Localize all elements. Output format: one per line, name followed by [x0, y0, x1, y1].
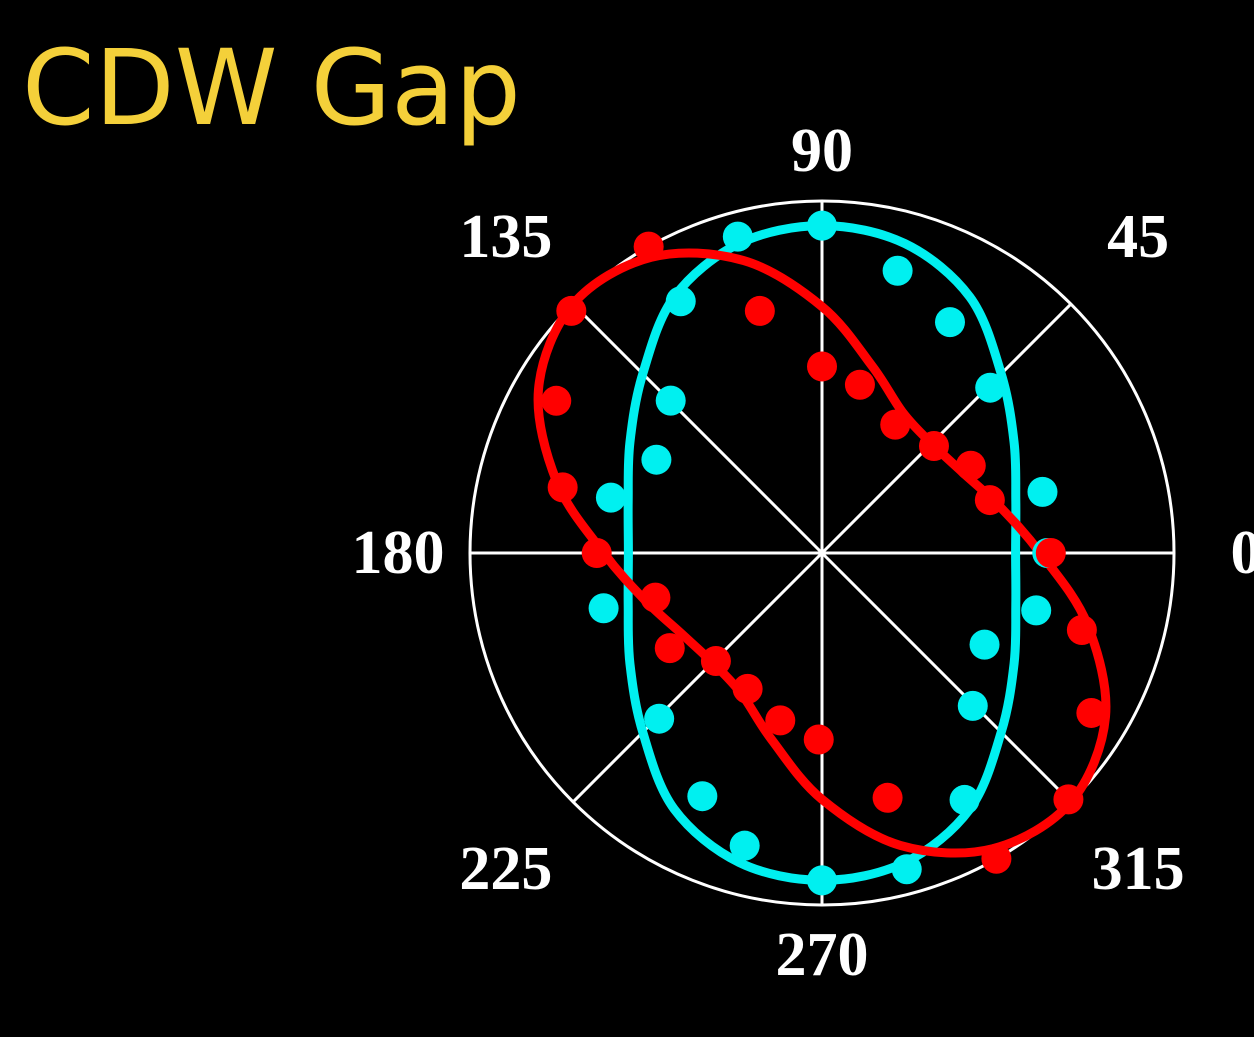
data-point	[880, 409, 911, 440]
data-point	[700, 645, 731, 676]
data-point	[918, 430, 949, 461]
data-point	[644, 703, 675, 734]
data-point	[807, 210, 837, 241]
data-point	[882, 255, 913, 286]
data-point	[807, 351, 837, 382]
data-point	[687, 781, 718, 812]
data-point	[969, 629, 1000, 660]
data-point	[729, 830, 760, 861]
data-point	[1027, 476, 1058, 507]
data-point	[595, 482, 626, 513]
grid-spoke	[820, 303, 1072, 555]
chart-title: CDW Gap	[22, 27, 521, 149]
data-point	[640, 582, 671, 613]
data-point	[803, 724, 834, 755]
data-point	[665, 286, 696, 317]
grid-spoke	[820, 551, 1072, 803]
data-point	[975, 372, 1006, 403]
plot-area	[533, 210, 1111, 896]
data-point	[556, 295, 587, 326]
data-point	[1053, 784, 1084, 815]
theta-tick-label: 315	[1092, 835, 1185, 903]
theta-tick-label: 45	[1107, 203, 1169, 271]
data-point	[633, 231, 664, 262]
data-point	[1035, 538, 1066, 568]
data-point	[1021, 595, 1052, 626]
data-point	[949, 784, 980, 815]
theta-tick-label: 135	[459, 203, 552, 271]
data-point	[654, 633, 685, 664]
data-point	[1066, 614, 1097, 645]
grid-spoke	[572, 303, 824, 555]
data-point	[844, 369, 875, 400]
data-point	[765, 705, 796, 736]
data-point	[744, 295, 775, 326]
data-point	[641, 444, 672, 475]
data-point	[541, 385, 572, 416]
data-point	[732, 673, 763, 704]
theta-tick-label: 0	[1231, 519, 1254, 587]
data-point	[722, 221, 753, 252]
data-point	[955, 450, 986, 481]
data-point	[872, 782, 903, 813]
data-point	[934, 307, 965, 338]
data-point	[957, 690, 988, 721]
theta-tick-label: 90	[791, 117, 853, 185]
grid: 0 45 90 135 180 225 270 315	[352, 117, 1254, 989]
data-point	[655, 385, 686, 416]
theta-tick-label: 225	[459, 835, 552, 903]
grid-spoke	[572, 551, 824, 803]
data-point	[807, 865, 837, 896]
data-point	[547, 472, 578, 503]
theta-tick-label: 180	[352, 519, 445, 587]
data-point	[974, 485, 1005, 516]
theta-tick-label: 270	[776, 921, 869, 989]
data-point	[581, 538, 612, 568]
data-point	[891, 854, 922, 885]
data-point	[1076, 697, 1107, 728]
data-point	[588, 593, 619, 624]
data-point	[981, 843, 1012, 874]
